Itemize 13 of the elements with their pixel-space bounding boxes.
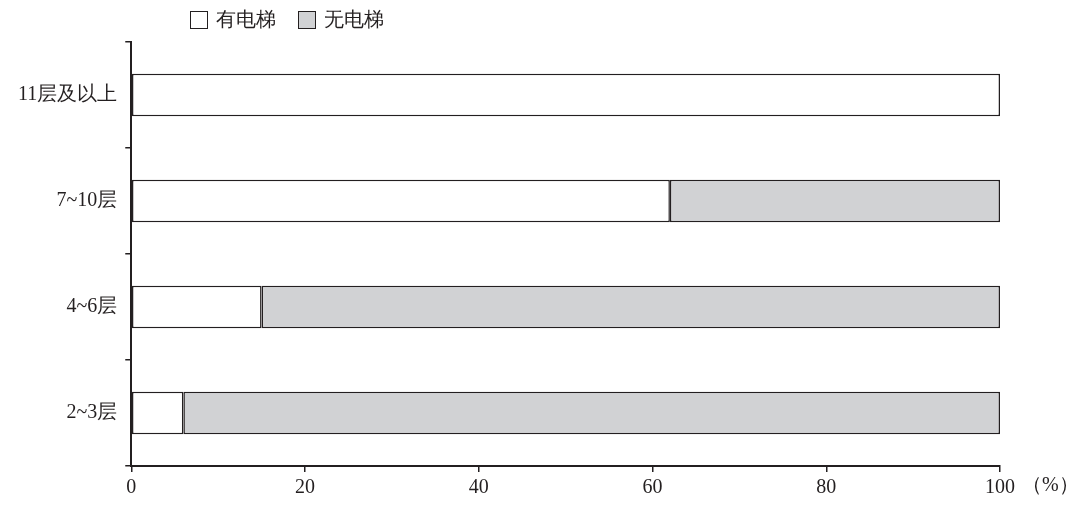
x-tick-label: 20 (295, 475, 316, 498)
x-tick-label: 60 (642, 475, 663, 498)
y-tick-label: 7~10层 (56, 188, 118, 211)
y-tick-label: 2~3层 (66, 400, 118, 423)
legend-label: 无电梯 (324, 7, 384, 32)
y-tick-label: 4~6层 (66, 294, 118, 317)
x-axis-title: （%） (1022, 473, 1079, 496)
x-tick-label: 40 (468, 475, 489, 498)
x-tick-label: 0 (126, 475, 137, 498)
y-tick-label: 11层及以上 (17, 82, 118, 105)
x-tick-label: 100 (985, 475, 1015, 498)
x-tick-label: 80 (816, 475, 837, 498)
text: 有电梯 (216, 7, 276, 32)
